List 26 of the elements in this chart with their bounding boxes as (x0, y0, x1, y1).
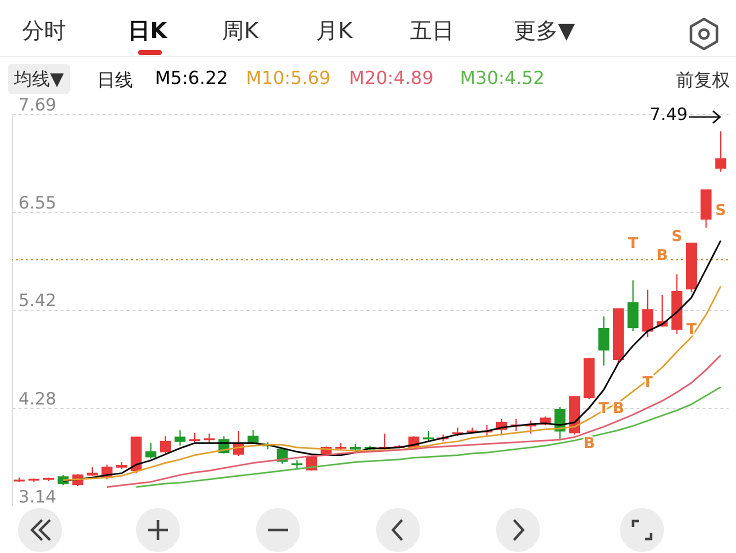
annotation: B (612, 399, 624, 417)
text: M30:4.52 (460, 68, 545, 89)
y-tick-label: 6.55 (18, 194, 56, 214)
text: 分时 (22, 18, 66, 46)
annotation: B (656, 246, 668, 264)
y-tick-label: 7.69 (18, 96, 56, 116)
y-tick-label: 3.14 (18, 488, 56, 508)
annotation: S (715, 201, 726, 219)
text: 月K (316, 18, 352, 46)
text: M10:5.69 (246, 68, 331, 89)
text: M5:6.22 (155, 68, 228, 89)
text: 周K (222, 18, 258, 46)
annotation: S (671, 227, 682, 245)
text: 五日 (410, 18, 454, 46)
text: 均线▼ (8, 64, 70, 94)
y-tick-label: 5.42 (18, 291, 56, 312)
text: 日K (128, 18, 168, 46)
text: M20:4.89 (349, 68, 434, 89)
text: 更多▼ (514, 18, 575, 46)
annotation: B (583, 434, 595, 452)
annotation: T (686, 320, 698, 338)
text: 日线 (97, 69, 133, 92)
annotation: 7.49 (650, 105, 688, 125)
y-tick-label: 4.28 (18, 389, 56, 410)
annotation: T (628, 234, 639, 252)
text: 前复权 (676, 69, 730, 92)
